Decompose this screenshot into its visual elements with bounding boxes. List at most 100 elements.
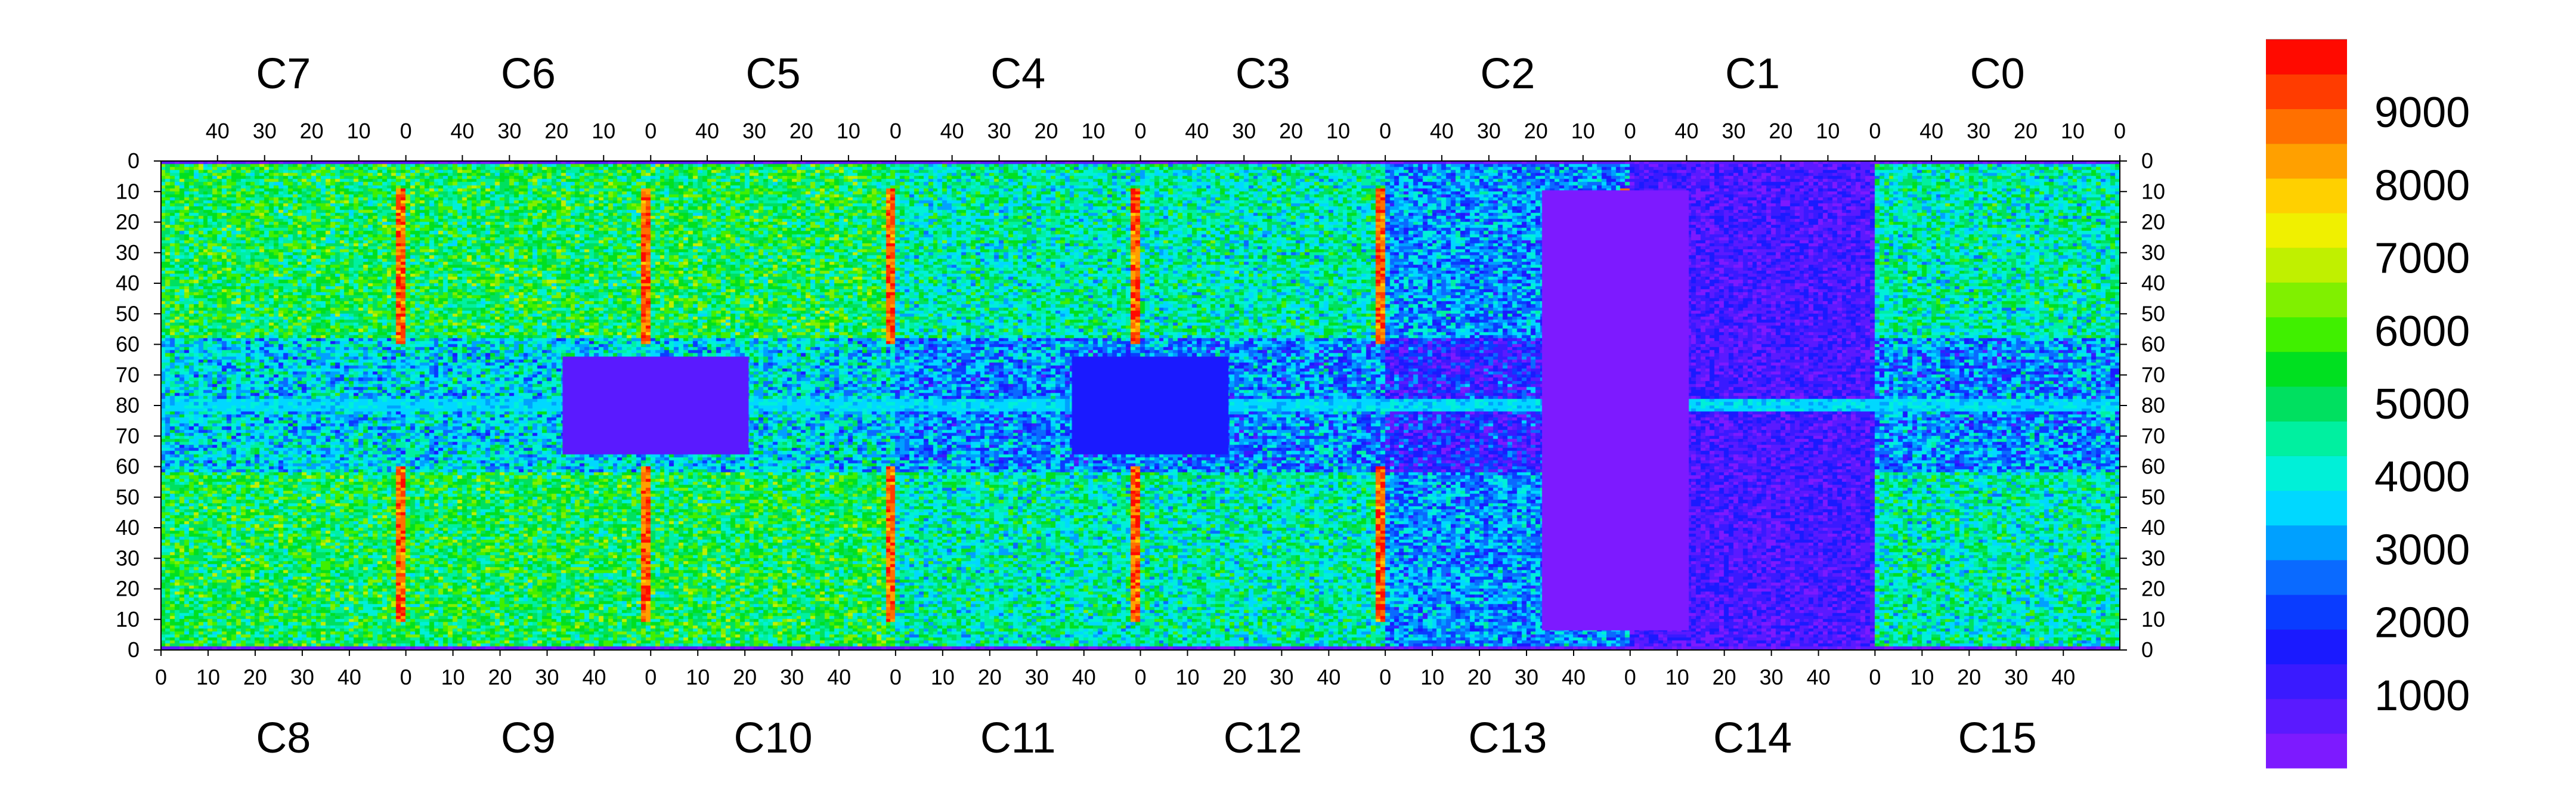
top-x-tick-label: 20 (1524, 119, 1548, 143)
colorbar (2266, 39, 2347, 769)
colorbar-segment (2266, 456, 2347, 491)
heatmap-area (161, 161, 2120, 650)
top-chip-label: C2 (1480, 50, 1535, 98)
top-x-tick-label: 40 (1430, 119, 1454, 143)
top-x-tick-label: 10 (1082, 119, 1106, 143)
top-x-tick-label: 0 (890, 119, 902, 143)
top-x-tick-label: 20 (1279, 119, 1303, 143)
colorbar-segment (2266, 351, 2347, 387)
colorbar-segment (2266, 212, 2347, 248)
colorbar-segment (2266, 629, 2347, 665)
colorbar-segment (2266, 178, 2347, 213)
colorbar-segment (2266, 317, 2347, 352)
bottom-x-tick-label: 20 (733, 665, 757, 689)
top-x-tick-label: 0 (2114, 119, 2126, 143)
bottom-x-tick-label: 0 (890, 665, 902, 689)
colorbar-segment (2266, 74, 2347, 109)
bottom-x-tick-label: 20 (1467, 665, 1491, 689)
colorbar-segment (2266, 421, 2347, 456)
bottom-x-tick-label: 40 (1072, 665, 1096, 689)
top-chip-label: C3 (1236, 50, 1290, 98)
top-chip-label: C7 (256, 50, 311, 98)
right-y-ticks: 0 10 20 30 40 50 60 70 80 70 60 50 40 30 20 10 0 (2120, 148, 2165, 662)
bottom-x-tick-label: 20 (1713, 665, 1736, 689)
colorbar-segment (2266, 559, 2347, 595)
top-chip-labels: C7 C6 C5 C4 C3 C2 C1 C0 (256, 50, 2024, 98)
top-x-tick-label: 30 (1967, 119, 1990, 143)
top-x-tick-label: 20 (1035, 119, 1058, 143)
left-y-tick-label: 50 (116, 301, 140, 326)
top-x-tick-label: 20 (789, 119, 813, 143)
top-x-tick-label: 40 (1919, 119, 1943, 143)
bottom-x-tick-label: 30 (290, 665, 314, 689)
right-y-tick-label: 0 (2141, 148, 2153, 173)
top-x-ticks: 40 30 20 10 0 40 30 20 10 0 40 30 20 10 0 40 30 20 10 0 40 30… (206, 119, 2126, 161)
top-x-tick-label: 30 (497, 119, 521, 143)
bottom-x-tick-label: 10 (1420, 665, 1444, 689)
colorbar-segment (2266, 386, 2347, 422)
top-x-tick-label: 0 (1624, 119, 1636, 143)
bottom-x-tick-label: 0 (1624, 665, 1636, 689)
top-x-tick-label: 10 (2061, 119, 2085, 143)
colorbar-tick-label: 4000 (2374, 453, 2470, 501)
bottom-x-tick-label: 10 (1910, 665, 1934, 689)
left-y-tick-label: 0 (128, 148, 140, 173)
top-x-tick-label: 10 (837, 119, 860, 143)
top-chip-label: C0 (1970, 50, 2025, 98)
left-y-tick-label: 30 (116, 240, 140, 265)
top-x-tick-label: 40 (1674, 119, 1698, 143)
bottom-x-tick-label: 30 (2004, 665, 2028, 689)
top-x-tick-label: 0 (1379, 119, 1391, 143)
bottom-x-tick-label: 0 (1134, 665, 1146, 689)
colorbar-segment (2266, 698, 2347, 734)
right-y-tick-label: 10 (2141, 179, 2165, 203)
top-x-tick-label: 40 (1185, 119, 1209, 143)
left-y-tick-label: 40 (116, 515, 140, 540)
top-x-tick-label: 10 (592, 119, 615, 143)
bottom-chip-label: C12 (1224, 714, 1302, 762)
top-x-tick-label: 10 (1571, 119, 1595, 143)
right-y-tick-label: 40 (2141, 271, 2165, 295)
colorbar-segment (2266, 595, 2347, 630)
right-y-tick-label: 70 (2141, 423, 2165, 448)
bottom-chip-label: C14 (1713, 714, 1792, 762)
top-x-tick-label: 10 (347, 119, 371, 143)
right-y-tick-label: 60 (2141, 454, 2165, 479)
top-x-tick-label: 30 (1477, 119, 1501, 143)
left-y-tick-label: 70 (116, 423, 140, 448)
bottom-chip-label: C8 (256, 714, 311, 762)
right-y-tick-label: 30 (2141, 240, 2165, 265)
colorbar-segment (2266, 282, 2347, 318)
bottom-x-tick-label: 30 (1270, 665, 1293, 689)
top-x-tick-label: 30 (253, 119, 277, 143)
colorbar-segment (2266, 733, 2347, 769)
top-x-tick-label: 0 (645, 119, 657, 143)
top-x-tick-label: 30 (742, 119, 766, 143)
bottom-x-tick-label: 0 (1379, 665, 1391, 689)
bottom-x-tick-label: 40 (338, 665, 361, 689)
bottom-x-tick-label: 10 (441, 665, 465, 689)
colorbar-tick-label: 2000 (2374, 599, 2470, 647)
top-x-tick-label: 0 (400, 119, 412, 143)
top-x-tick-label: 40 (206, 119, 230, 143)
bottom-x-tick-label: 20 (1222, 665, 1246, 689)
bottom-chip-labels: C8 C9 C10 C11 C12 C13 C14 C15 (256, 714, 2036, 762)
colorbar-tick-label: 6000 (2374, 308, 2470, 355)
bottom-x-tick-label: 20 (243, 665, 267, 689)
bottom-x-tick-label: 30 (1515, 665, 1538, 689)
colorbar-segment (2266, 490, 2347, 526)
bottom-x-tick-label: 0 (645, 665, 657, 689)
colorbar-tick-label: 8000 (2374, 162, 2470, 209)
bottom-x-tick-label: 0 (1869, 665, 1881, 689)
right-y-tick-label: 0 (2141, 637, 2153, 662)
top-x-tick-label: 20 (1769, 119, 1792, 143)
colorbar-segment (2266, 525, 2347, 561)
bottom-x-tick-label: 40 (582, 665, 606, 689)
bottom-x-tick-label: 40 (1562, 665, 1586, 689)
top-chip-label: C1 (1725, 50, 1780, 98)
right-y-tick-label: 20 (2141, 577, 2165, 601)
top-x-tick-label: 30 (1232, 119, 1256, 143)
right-y-tick-label: 50 (2141, 301, 2165, 326)
colorbar-labels: 1000 2000 3000 4000 5000 6000 7000 8000 9000 (2374, 89, 2470, 720)
top-x-tick-label: 0 (1869, 119, 1881, 143)
